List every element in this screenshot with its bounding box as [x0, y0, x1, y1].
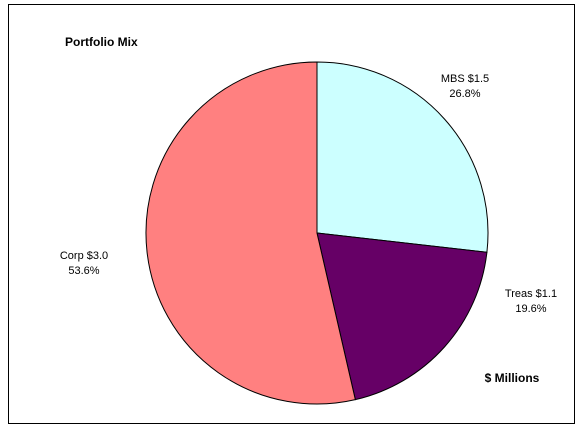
slice-label-mbs-name: MBS $1.5: [441, 73, 489, 85]
slice-label-treas-name: Treas $1.1: [505, 288, 557, 300]
slice-label-corp-name: Corp $3.0: [60, 250, 108, 262]
pie-slice-mbs: [316, 61, 489, 253]
pie-slices: [145, 61, 489, 405]
slice-label-mbs-percent: 26.8%: [449, 88, 480, 100]
slice-label-treas-percent: 19.6%: [515, 303, 546, 315]
slice-label-corp-percent: 53.6%: [68, 265, 99, 277]
pie-slice-corp: [145, 61, 356, 405]
unit-note: $ Millions: [485, 371, 540, 385]
chart-title: Portfolio Mix: [65, 35, 138, 49]
pie-slice-treas: [316, 232, 488, 401]
